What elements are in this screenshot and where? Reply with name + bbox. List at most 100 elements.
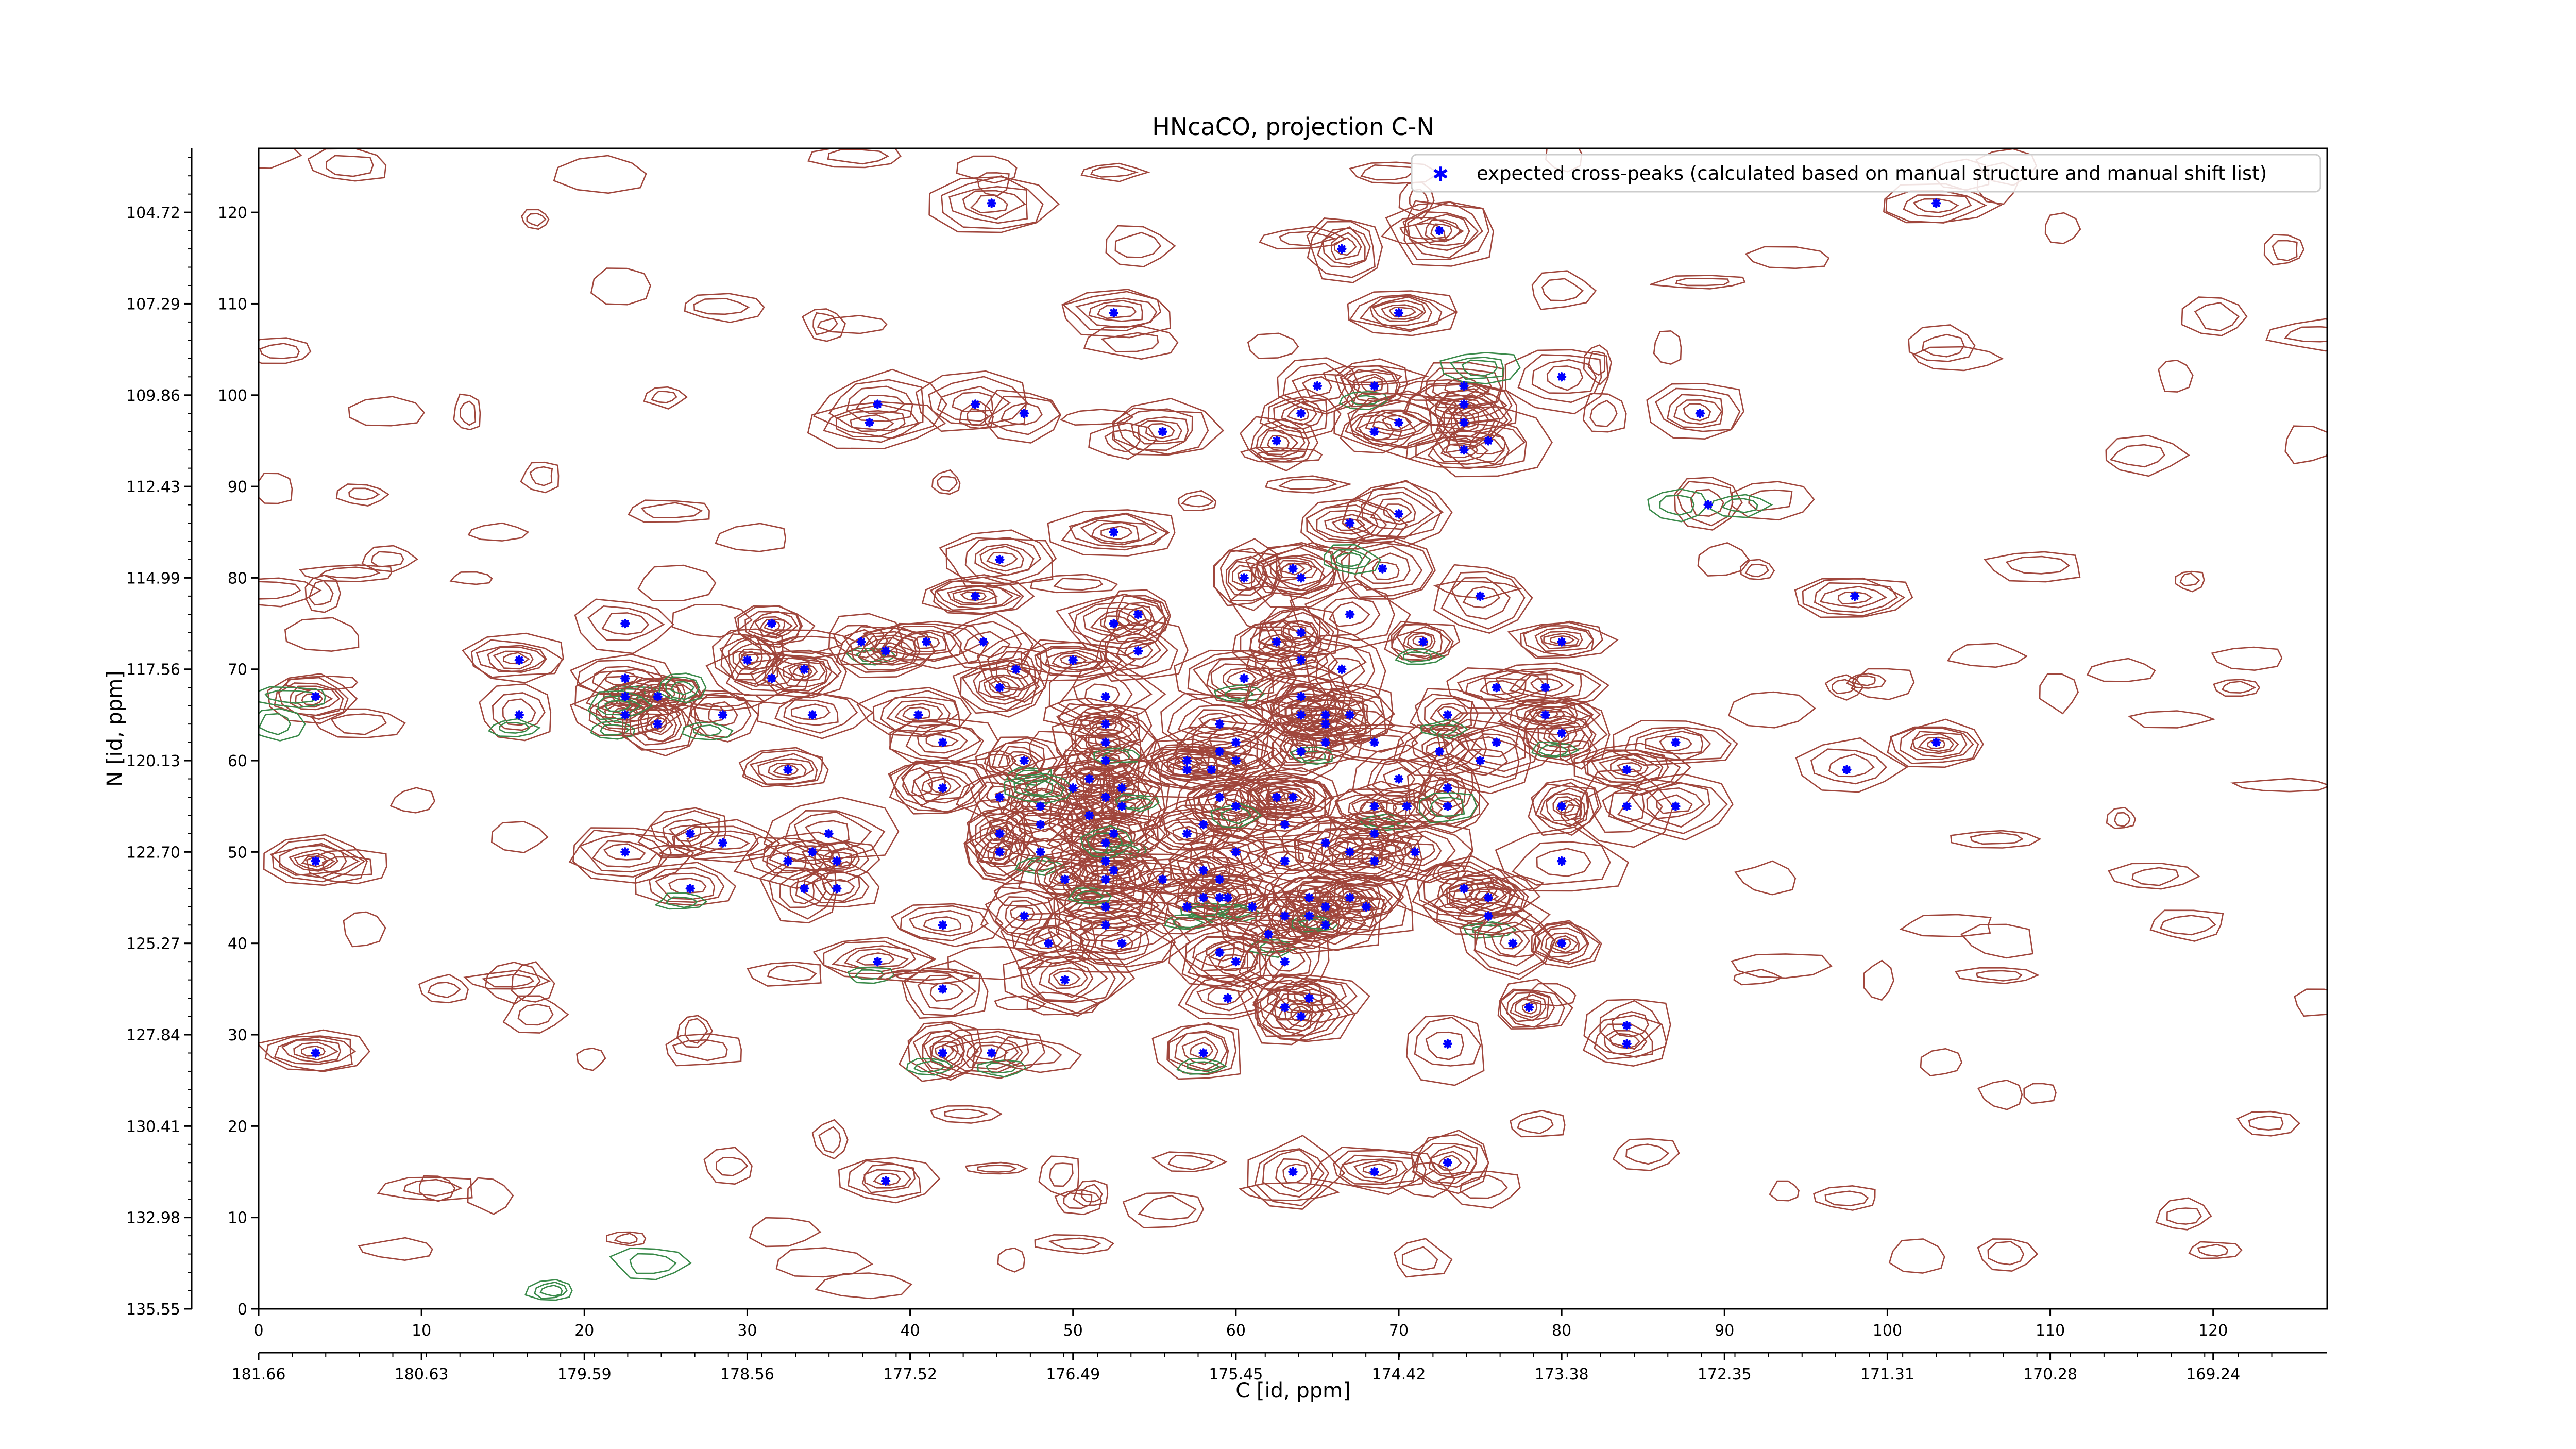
cross-peak-marker [1345, 610, 1355, 619]
contour-ring-88-4 [1091, 521, 1140, 544]
y-ppm-tick-label: 107.29 [126, 295, 180, 313]
cross-peak-marker [995, 682, 1005, 693]
contour-ring-210-3 [1468, 430, 1506, 455]
contour-ring-416-1 [629, 1253, 677, 1274]
contour-blob [1385, 200, 1495, 267]
contour-ring-234-1 [1187, 936, 1268, 988]
contour-ring-190-1 [1403, 200, 1490, 261]
contour-ring-157-0 [1289, 746, 1333, 765]
contour-ring-147-2 [1261, 650, 1329, 678]
cross-peak-marker [742, 655, 752, 665]
contour-blob [901, 959, 989, 1019]
contour-ring-151-2 [1262, 989, 1341, 1037]
cross-peak-marker [938, 1048, 948, 1058]
x-ppm-tick-label: 173.38 [1535, 1366, 1589, 1384]
contour-ring-371-0 [1054, 1189, 1103, 1216]
contour-ring-141-1 [1256, 544, 1339, 595]
contour-blob [1510, 1110, 1566, 1138]
contour-ring-30-1 [784, 810, 886, 860]
contour-blob [259, 337, 312, 364]
contour-ring-206-3 [1471, 733, 1519, 758]
contour-ring-81-0 [1093, 747, 1141, 765]
contour-ring-26-5 [788, 663, 818, 681]
contour-ring-88-5 [1100, 526, 1133, 540]
cross-peak-marker [1622, 765, 1632, 775]
cross-peak-marker [987, 1048, 996, 1058]
cross-peak-marker [978, 637, 989, 647]
contour-ring-228-1 [1655, 387, 1741, 432]
cross-peak-marker [311, 856, 320, 866]
contour-ring-196-0 [1405, 1014, 1485, 1086]
contour-ring-96-0 [1114, 794, 1160, 812]
contour-blob [2230, 778, 2327, 793]
contour-ring-2-4 [293, 1041, 339, 1061]
cross-peak-marker [938, 783, 948, 793]
contour-ring-320-0 [307, 148, 387, 182]
contour-ring-59-3 [962, 190, 1026, 220]
contour-ring-196-1 [1414, 1017, 1481, 1067]
contour-blob [1795, 737, 1908, 793]
contour-blob [553, 155, 647, 194]
contour-ring-70-4 [1048, 865, 1082, 887]
contour-blob [1229, 585, 1296, 632]
x-index-tick-label: 40 [900, 1322, 920, 1340]
contour-ring-219-1 [1532, 920, 1601, 965]
contour-ring-234-0 [1181, 935, 1286, 993]
cross-peak-marker [1931, 198, 1941, 208]
cross-peak-marker [1044, 938, 1054, 948]
cross-peak-marker [1850, 591, 1860, 601]
contour-ring-204-1 [1445, 736, 1520, 788]
contour-ring-243-0 [997, 1247, 1025, 1273]
contour-blob [1247, 332, 1299, 359]
contour-ring-71-5 [1048, 967, 1089, 989]
contour-blob [1674, 477, 1743, 531]
contour-ring-189-0 [1395, 648, 1446, 665]
contour-ring-291-0 [1769, 1180, 1800, 1202]
contour-ring-32-0 [795, 861, 880, 908]
contour-ring-90-0 [1061, 289, 1171, 339]
contour-ring-118-0 [1178, 975, 1279, 1020]
contour-ring-236-1 [614, 1233, 638, 1244]
contour-ring-227-0 [1608, 773, 1734, 841]
contour-ring-263-1 [944, 1108, 989, 1119]
cross-peak-marker [1207, 765, 1216, 775]
contour-ring-60-2 [1001, 402, 1043, 426]
contour-ring-417-0 [1439, 351, 1521, 384]
contour-ring-205-3 [1479, 680, 1522, 696]
cross-peak-marker [1540, 682, 1550, 693]
contour-ring-105-1 [1132, 745, 1236, 790]
contour-ring-396-0 [1531, 270, 1597, 310]
y-ppm-tick-label: 135.55 [126, 1301, 180, 1319]
contour-blob [259, 686, 326, 709]
cross-peak-marker [807, 710, 818, 720]
contour-blob [738, 747, 829, 788]
contour-ring-301-0 [1038, 1155, 1080, 1197]
contour-blob [1733, 969, 1783, 986]
contour-ring-389-0 [418, 1175, 456, 1202]
cross-peak-marker [1434, 226, 1445, 235]
contour-blob [817, 314, 888, 334]
cross-peak-marker [1369, 1167, 1379, 1177]
contour-ring-181-3 [1360, 552, 1411, 584]
contour-ring-72-3 [1052, 774, 1093, 801]
contour-ring-4-0 [479, 683, 552, 742]
contour-blob [2044, 212, 2081, 244]
contour-ring-18-1 [673, 825, 775, 860]
contour-blob [453, 393, 481, 431]
contour-ring-122-4 [1206, 788, 1261, 821]
contour-ring-71-3 [1026, 955, 1109, 1002]
cross-peak-marker [1337, 664, 1347, 674]
contour-ring-54-5 [983, 676, 1020, 698]
contour-blob [609, 1247, 692, 1280]
contour-ring-196-2 [1425, 1031, 1464, 1060]
contour-ring-98-3 [1116, 636, 1161, 668]
cross-peak-marker [1459, 445, 1469, 455]
contour-ring-42-2 [881, 625, 962, 662]
cross-peak-marker [1671, 801, 1681, 811]
contour-ring-336-0 [988, 808, 1074, 845]
contour-ring-247-0 [259, 337, 312, 364]
cross-peak-marker [799, 664, 809, 674]
contour-ring-406-1 [264, 689, 320, 704]
y-ppm-tick-label: 132.98 [126, 1209, 180, 1227]
cross-peak-marker [1223, 892, 1233, 903]
